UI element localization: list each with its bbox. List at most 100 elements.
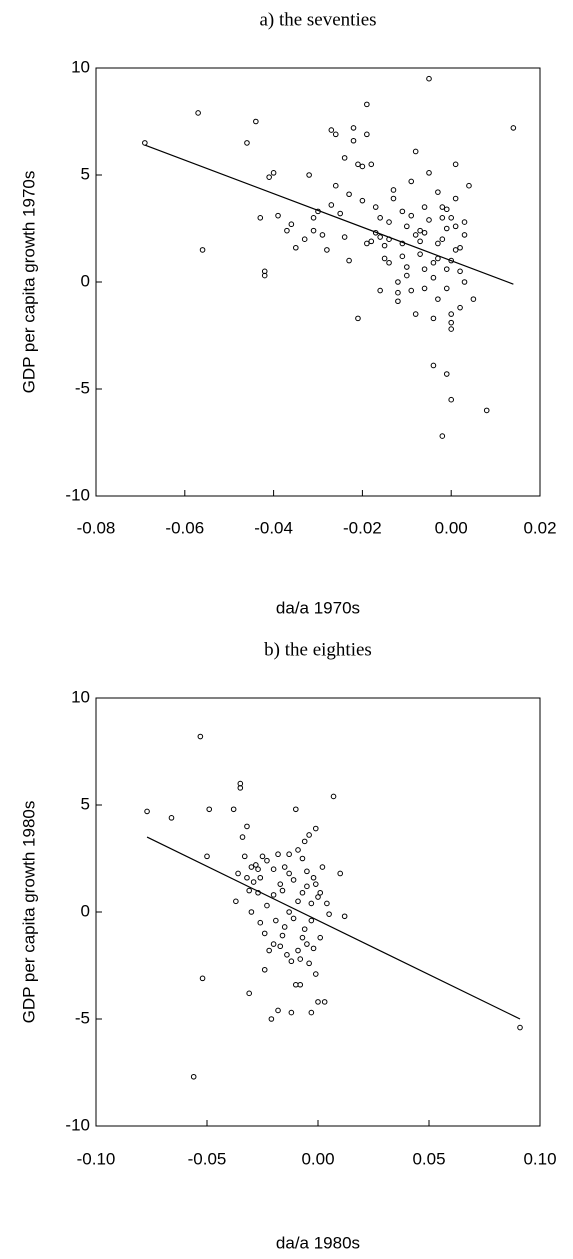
chart-1-data-point	[457, 244, 463, 251]
chart-2-data-point	[330, 793, 337, 800]
chart-2-data-point	[275, 851, 281, 858]
chart-1-data-point	[443, 371, 450, 377]
chart-2-data-point	[293, 981, 299, 988]
chart-1-data-point	[443, 285, 450, 292]
chart-2-data-point	[277, 943, 284, 950]
chart-2-data-point	[317, 889, 324, 896]
chart-1-data-point	[448, 319, 455, 326]
chart-1-data-point	[448, 326, 455, 332]
chart-1-x-axis-label: da/a 1970s	[276, 598, 360, 617]
chart-1-data-point	[386, 259, 392, 266]
chart-1-data-point	[368, 238, 375, 245]
chart-1-data-point	[364, 101, 370, 108]
chart-2-data-point	[295, 947, 301, 954]
chart-2-data-point	[244, 823, 250, 830]
chart-2-data-point	[257, 919, 264, 926]
chart-1-data-point	[452, 223, 459, 230]
chart-1-plot-frame	[95, 67, 541, 497]
chart-2-data-point	[233, 898, 239, 905]
chart-2-data-point	[337, 870, 344, 877]
chart-1-data-point	[457, 268, 463, 275]
chart-2-data-point	[241, 853, 248, 860]
chart-2-data-point	[268, 1016, 275, 1022]
chart-2-data-point	[308, 917, 315, 924]
chart-1-data-point	[448, 257, 455, 264]
chart-1-data-point	[448, 215, 455, 221]
chart-1-data-point	[435, 296, 441, 302]
chart-1-data-point	[386, 236, 392, 242]
chart-2-data-point	[281, 924, 288, 930]
chart-2-data-point	[277, 881, 284, 887]
chart-1-ytick-label: 10	[71, 57, 90, 76]
chart-1-data-point	[408, 287, 415, 294]
chart-1-data-point	[142, 140, 148, 146]
chart-2-data-point	[204, 853, 210, 860]
chart-2-data-point	[299, 934, 306, 941]
chart-1-data-point	[470, 296, 477, 302]
chart-2-data-point	[206, 806, 213, 813]
chart-1-ytick-label: -5	[75, 378, 90, 397]
chart-2-data-point	[297, 981, 304, 988]
chart-1-data-point	[355, 315, 361, 322]
chart-1-data-point	[377, 215, 383, 221]
chart-2-data-point	[310, 874, 317, 881]
chart-2-data-point	[304, 868, 310, 875]
chart-2-data-point	[255, 866, 261, 873]
chart-1-data-point	[399, 208, 406, 215]
chart-2-ytick-label: 5	[81, 794, 90, 813]
chart-1-data-point	[510, 125, 517, 131]
chart-1-data-point	[426, 75, 432, 82]
chart-2-title: b) the eighties	[264, 639, 372, 660]
chart-2-data-point	[261, 966, 268, 973]
chart-1-data-point	[324, 247, 330, 253]
chart-1-data-point	[359, 197, 366, 204]
chart-2-data-point	[297, 956, 304, 962]
chart-1-data-point	[461, 232, 468, 238]
chart-2-ytick-label: 0	[81, 901, 90, 920]
chart-1-data-point	[346, 191, 352, 198]
chart-2-data-point	[239, 834, 246, 840]
chart-2-data-point	[273, 917, 279, 924]
chart-1-data-point	[399, 253, 406, 260]
chart-1-data-point	[315, 208, 321, 215]
chart-2-data-point	[259, 853, 266, 860]
chart-2-data-point	[286, 870, 292, 877]
chart-1-ytick-label: -10	[65, 485, 90, 504]
chart-1-data-point	[244, 140, 250, 146]
chart-2-data-point	[290, 877, 297, 883]
chart-1-data-point	[408, 178, 415, 185]
chart-1-data-point	[421, 204, 428, 210]
chart-2-data-point	[257, 874, 264, 881]
chart-2-data-point	[326, 911, 332, 917]
chart-1-data-point	[310, 215, 317, 221]
chart-1-data-point	[404, 264, 410, 270]
chart-1-data-point	[426, 217, 432, 223]
chart-1-data-point	[381, 242, 388, 249]
chart-1-xtick-label: -0.02	[343, 518, 382, 537]
chart-1-data-point	[443, 266, 450, 272]
chart-2-data-point	[299, 889, 306, 896]
chart-2-data-point	[310, 945, 317, 952]
chart-1-data-point	[350, 125, 357, 131]
chart-1-data-point	[448, 396, 455, 403]
chart-1-data-point	[435, 189, 441, 195]
chart-1-regression-line	[144, 144, 514, 285]
chart-2-data-point	[315, 894, 321, 900]
chart-2-data-point	[324, 900, 330, 907]
chart-1-data-point	[435, 240, 441, 247]
chart-1-xtick-label: -0.08	[77, 518, 116, 537]
chart-1-xtick-label: -0.04	[254, 518, 293, 537]
chart-2-data-point	[270, 866, 277, 873]
chart-1-data-point	[390, 187, 397, 193]
chart-2-data-point	[301, 926, 308, 932]
chart-1-data-point	[266, 174, 272, 180]
chart-2-xtick-label: 0.10	[523, 1149, 556, 1168]
chart-2-xtick-label: 0.05	[412, 1149, 445, 1168]
chart-2-data-point	[266, 947, 272, 954]
chart-2-data-point	[250, 879, 257, 885]
chart-2-data-point	[315, 999, 321, 1005]
chart-1-data-point	[270, 170, 277, 176]
chart-1-data-point	[417, 238, 423, 245]
chart-1-data-point	[355, 161, 361, 168]
chart-1-data-point	[439, 236, 446, 242]
